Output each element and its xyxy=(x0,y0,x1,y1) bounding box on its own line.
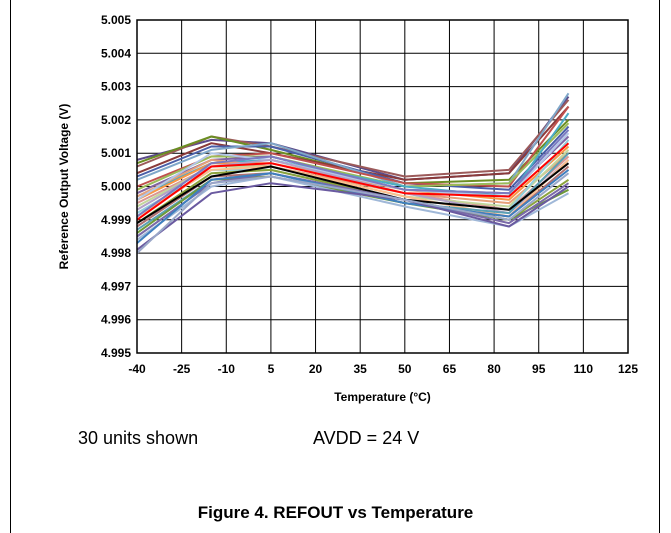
y-tick-label: 5.005 xyxy=(101,13,131,27)
series-line xyxy=(136,132,570,201)
y-tick-label: 5.004 xyxy=(101,46,131,60)
series-line xyxy=(136,162,570,224)
y-tick-label: 5.003 xyxy=(101,80,131,94)
x-tick-label: 80 xyxy=(487,362,501,376)
y-axis-title: Reference Output Voltage (V) xyxy=(57,104,71,270)
units-shown-note: 30 units shown xyxy=(78,428,199,448)
x-tick-label: 95 xyxy=(532,362,546,376)
figure-caption: Figure 4. REFOUT vs Temperature xyxy=(197,503,474,522)
series-line xyxy=(136,175,569,234)
x-tick-label: 65 xyxy=(443,362,457,376)
x-tick-label: 50 xyxy=(398,362,412,376)
x-tick-label: 5 xyxy=(268,362,275,376)
x-tick-label: 125 xyxy=(618,362,638,376)
series-line xyxy=(136,142,570,221)
x-tick-label: 35 xyxy=(354,362,368,376)
frame-left-border xyxy=(10,0,11,533)
series-line xyxy=(136,92,570,188)
y-tick-label: 5.001 xyxy=(101,146,131,160)
y-tick-label: 5.000 xyxy=(101,180,131,194)
y-tick-label: 4.997 xyxy=(101,279,131,293)
x-tick-label: -40 xyxy=(128,362,146,376)
y-tick-label: 4.999 xyxy=(101,213,131,227)
x-axis-title: Temperature (°C) xyxy=(334,390,431,404)
y-tick-label: 4.996 xyxy=(101,313,131,327)
y-tick-label: 4.998 xyxy=(101,246,131,260)
refout-line-chart: 4.995 4.996 4.997 4.998 4.999 5.000 5.001 5.002… xyxy=(57,13,638,404)
plot-border xyxy=(136,19,629,354)
series-line xyxy=(136,129,570,218)
series-line xyxy=(136,152,570,205)
x-tick-label: -10 xyxy=(218,362,236,376)
avdd-note: AVDD = 24 V xyxy=(313,428,420,448)
series-line xyxy=(136,182,570,251)
frame-right-border xyxy=(659,0,660,533)
y-tick-label: 5.002 xyxy=(101,113,131,127)
series-line xyxy=(136,105,570,181)
series-line xyxy=(136,172,570,254)
x-tick-label: 20 xyxy=(309,362,323,376)
x-tick-label: 110 xyxy=(574,362,594,376)
y-tick-label: 4.995 xyxy=(101,346,131,360)
series-line xyxy=(136,172,570,238)
figure-frame xyxy=(10,0,660,533)
x-tick-label: -25 xyxy=(173,362,191,376)
